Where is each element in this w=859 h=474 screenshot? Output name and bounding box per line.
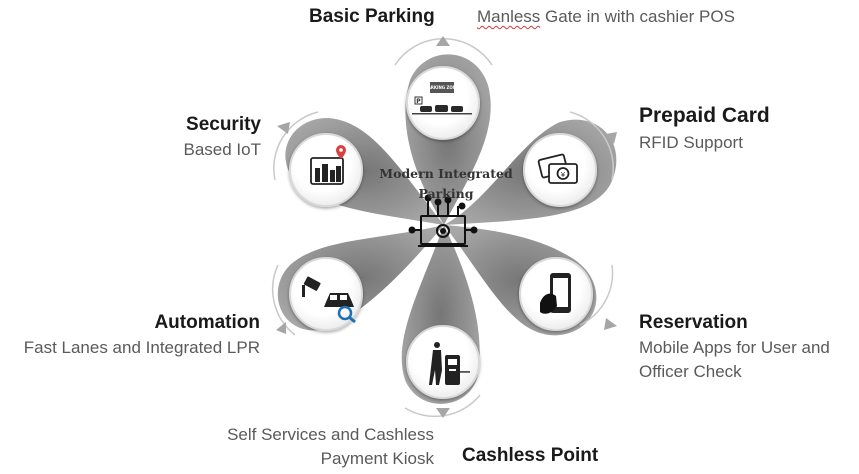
cashless-point-desc-line1: Self Services and Cashless bbox=[227, 425, 434, 444]
integrated-parking-chip-icon bbox=[408, 194, 478, 247]
arrow-down-right-icon bbox=[604, 318, 617, 330]
prepaid-card-desc: RFID Support bbox=[639, 133, 743, 152]
parking-zone-icon: PARKING ZONE P bbox=[412, 82, 472, 115]
reservation-desc-line1: Mobile Apps for User and bbox=[639, 338, 830, 357]
center-title: Modern Integrated Parking bbox=[376, 164, 516, 204]
prepaid-card-title: Prepaid Card bbox=[639, 104, 770, 127]
circle-basic-parking bbox=[406, 66, 480, 140]
basic-parking-desc: Manless Gate in with cashier POS bbox=[477, 6, 735, 28]
arrow-right-icon bbox=[606, 132, 617, 144]
svg-text:¥: ¥ bbox=[561, 171, 566, 179]
payment-kiosk-icon bbox=[429, 342, 470, 385]
automation-desc: Fast Lanes and Integrated LPR bbox=[23, 338, 260, 357]
arrow-down-left-icon bbox=[276, 322, 286, 334]
arrow-up-left-icon bbox=[277, 122, 290, 134]
arrow-up-icon bbox=[436, 36, 450, 46]
reservation-desc-line2: Officer Check bbox=[639, 362, 742, 381]
arrow-tips bbox=[276, 36, 617, 418]
smartphone-tap-icon bbox=[540, 273, 571, 314]
basic-parking-title: Basic Parking bbox=[309, 6, 435, 27]
iot-city-icon bbox=[310, 145, 346, 185]
cashless-point-title: Cashless Point bbox=[462, 445, 599, 466]
center-title-line2: Parking bbox=[418, 186, 474, 201]
svg-text:P: P bbox=[416, 98, 421, 105]
basic-parking-desc-rest: Gate in with cashier POS bbox=[540, 7, 735, 26]
svg-text:PARKING ZONE: PARKING ZONE bbox=[425, 85, 459, 90]
cctv-car-search-icon bbox=[302, 276, 356, 324]
circle-automation bbox=[289, 257, 363, 331]
prepaid-card-icon: ¥ bbox=[537, 153, 578, 184]
automation-title: Automation bbox=[154, 312, 260, 333]
circle-cashless-point bbox=[406, 325, 480, 399]
reservation-title: Reservation bbox=[639, 312, 748, 333]
center-title-line1: Modern Integrated bbox=[379, 166, 513, 181]
basic-parking-desc-flagged-word: Manless bbox=[477, 7, 541, 26]
security-title: Security bbox=[186, 114, 261, 135]
arrow-down-icon bbox=[436, 408, 450, 418]
security-desc: Based IoT bbox=[183, 140, 262, 159]
cashless-point-desc-line2: Payment Kiosk bbox=[320, 449, 434, 468]
